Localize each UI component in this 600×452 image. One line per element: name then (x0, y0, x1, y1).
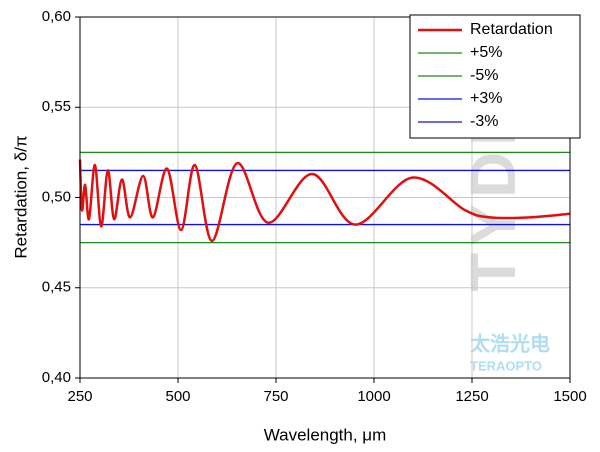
x-tick-label: 1500 (553, 388, 586, 405)
legend-label: +5% (470, 44, 502, 61)
watermark: TERAOPTO (470, 358, 542, 373)
data-line (78, 159, 571, 243)
y-tick-label: 0,50 (42, 188, 71, 205)
x-tick-label: 750 (263, 388, 288, 405)
x-tick-label: 500 (165, 388, 190, 405)
x-tick-label: 250 (67, 388, 92, 405)
legend-label: Retardation (470, 21, 553, 38)
watermark: 太浩光电 (470, 332, 550, 355)
legend-label: +3% (470, 90, 502, 107)
y-tick-label: 0,55 (42, 98, 71, 115)
legend-label: -3% (470, 113, 498, 130)
legend: Retardation +5% -5% +3% -3% (409, 14, 581, 139)
y-tick-label: 0,40 (42, 369, 71, 386)
y-axis-label: Retardation, δ/π (11, 135, 30, 258)
legend-label: -5% (470, 67, 498, 84)
x-tick-label: 1250 (455, 388, 488, 405)
x-axis-label: Wavelength, μm (264, 425, 387, 444)
x-tick-label: 1000 (357, 388, 390, 405)
plot-frame (79, 16, 571, 379)
y-tick-label: 0,60 (42, 8, 71, 25)
y-tick-label: 0,45 (42, 279, 71, 296)
